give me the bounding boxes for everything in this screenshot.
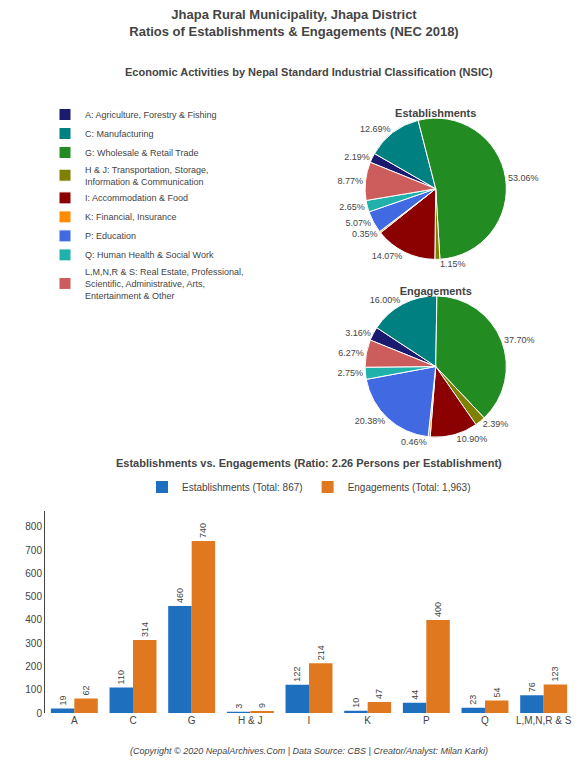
svg-text:Q: Human Health & Social Work: Q: Human Health & Social Work [85, 250, 214, 260]
svg-text:400: 400 [25, 614, 42, 625]
svg-text:20.38%: 20.38% [355, 416, 386, 426]
svg-text:8.77%: 8.77% [337, 176, 363, 186]
svg-text:H & J: H & J [238, 715, 262, 726]
svg-text:19: 19 [58, 696, 68, 706]
svg-text:10.90%: 10.90% [457, 434, 488, 444]
svg-text:L,M,N,R & S: Real Estate, Prof: L,M,N,R & S: Real Estate, Professional,S… [85, 267, 244, 300]
svg-text:600: 600 [25, 568, 42, 579]
svg-text:9: 9 [257, 703, 267, 708]
svg-text:3.16%: 3.16% [345, 328, 371, 338]
svg-text:740: 740 [198, 523, 208, 538]
svg-text:Establishments (Total: 867): Establishments (Total: 867) [182, 482, 303, 493]
svg-text:123: 123 [550, 666, 560, 681]
svg-text:23: 23 [468, 695, 478, 705]
svg-text:47: 47 [374, 689, 384, 699]
svg-text:76: 76 [527, 682, 537, 692]
svg-text:K: K [364, 715, 371, 726]
svg-text:Economic Activities by Nepal S: Economic Activities by Nepal Standard In… [125, 66, 493, 78]
svg-text:Establishments: Establishments [395, 107, 476, 119]
svg-text:P: Education: P: Education [85, 231, 136, 241]
svg-text:0: 0 [36, 708, 42, 719]
svg-text:A: Agriculture, Forestry & Fis: A: Agriculture, Forestry & Fishing [85, 110, 217, 120]
svg-text:1.15%: 1.15% [440, 259, 466, 269]
svg-text:2.65%: 2.65% [339, 202, 365, 212]
svg-text:214: 214 [316, 645, 326, 660]
svg-text:12.69%: 12.69% [360, 124, 391, 134]
svg-text:14.07%: 14.07% [372, 251, 403, 261]
svg-text:2.39%: 2.39% [483, 419, 509, 429]
svg-text:300: 300 [25, 638, 42, 649]
svg-text:110: 110 [116, 670, 126, 684]
svg-text:400: 400 [433, 602, 443, 617]
svg-text:Q: Q [481, 715, 489, 726]
svg-text:G: G [188, 715, 196, 726]
svg-text:500: 500 [25, 591, 42, 602]
svg-text:2.19%: 2.19% [344, 152, 370, 162]
svg-text:2.75%: 2.75% [337, 368, 363, 378]
svg-text:Establishments vs. Engagements: Establishments vs. Engagements (Ratio: 2… [116, 457, 502, 469]
svg-text:I: I [308, 715, 311, 726]
svg-text:C: Manufacturing: C: Manufacturing [85, 129, 154, 139]
svg-text:314: 314 [140, 622, 150, 637]
svg-text:Jhapa Rural Municipality, Jhap: Jhapa Rural Municipality, Jhapa District… [129, 7, 458, 39]
svg-text:122: 122 [292, 667, 302, 682]
svg-text:54: 54 [492, 687, 502, 697]
svg-text:5.07%: 5.07% [345, 218, 371, 228]
svg-text:800: 800 [25, 521, 42, 532]
svg-text:0.35%: 0.35% [352, 229, 378, 239]
svg-text:62: 62 [81, 686, 91, 696]
svg-text:Engagements (Total: 1,963): Engagements (Total: 1,963) [348, 482, 471, 493]
svg-text:700: 700 [25, 545, 42, 556]
svg-text:P: P [423, 715, 430, 726]
svg-text:460: 460 [175, 588, 185, 603]
svg-text:K: Financial, Insurance: K: Financial, Insurance [85, 212, 177, 222]
svg-text:L,M,N,R & S: L,M,N,R & S [516, 715, 572, 726]
svg-text:100: 100 [25, 684, 42, 695]
svg-text:Engagements: Engagements [400, 285, 472, 297]
svg-text:C: C [129, 715, 136, 726]
svg-text:H & J: Transportation, Storage: H & J: Transportation, Storage,Informati… [85, 165, 209, 187]
svg-text:3: 3 [234, 704, 244, 709]
svg-text:6.27%: 6.27% [338, 348, 364, 358]
svg-text:37.70%: 37.70% [504, 335, 535, 345]
svg-text:53.06%: 53.06% [508, 173, 539, 183]
svg-text:G: Wholesale & Retail Trade: G: Wholesale & Retail Trade [85, 148, 199, 158]
svg-text:(Copyright © 2020 NepalArchive: (Copyright © 2020 NepalArchives.Com | Da… [130, 746, 488, 756]
svg-text:I: Accommodation & Food: I: Accommodation & Food [85, 193, 188, 203]
svg-text:10: 10 [351, 698, 361, 708]
svg-text:0.46%: 0.46% [401, 437, 427, 447]
svg-text:200: 200 [25, 661, 42, 672]
svg-text:16.00%: 16.00% [370, 295, 401, 305]
svg-text:A: A [71, 715, 78, 726]
svg-text:44: 44 [410, 690, 420, 700]
